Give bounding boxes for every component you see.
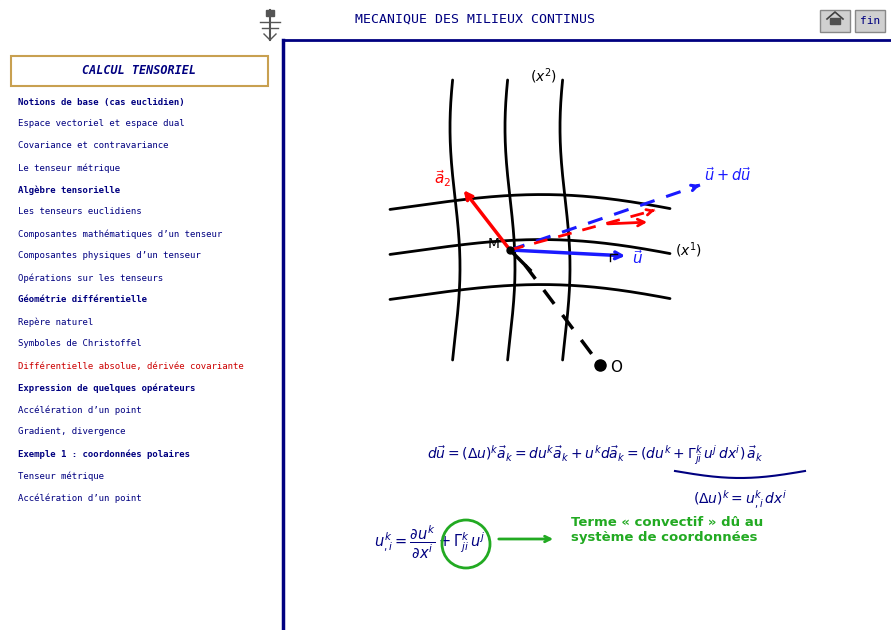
Text: MECANIQUE DES MILIEUX CONTINUS: MECANIQUE DES MILIEUX CONTINUS — [355, 13, 595, 25]
Text: Notions de base (cas euclidien): Notions de base (cas euclidien) — [18, 98, 184, 106]
Text: Algèbre tensorielle: Algèbre tensorielle — [18, 185, 120, 195]
Text: Accélération d’un point: Accélération d’un point — [18, 493, 142, 503]
Bar — [0, 40, 282, 630]
Text: Repère naturel: Repère naturel — [18, 318, 94, 327]
Bar — [0, 0, 891, 40]
Text: Les tenseurs euclidiens: Les tenseurs euclidiens — [18, 207, 142, 217]
Text: Accélération d’un point: Accélération d’un point — [18, 405, 142, 415]
Text: CALCUL TENSORIEL: CALCUL TENSORIEL — [82, 64, 196, 77]
Text: $\vec{u}$: $\vec{u}$ — [632, 249, 643, 267]
Text: Composantes mathématiques d’un tenseur: Composantes mathématiques d’un tenseur — [18, 229, 222, 239]
Text: Exemple 1 : coordonnées polaires: Exemple 1 : coordonnées polaires — [18, 449, 190, 459]
FancyBboxPatch shape — [855, 10, 885, 32]
FancyBboxPatch shape — [820, 10, 850, 32]
Text: Gradient, divergence: Gradient, divergence — [18, 428, 126, 437]
Text: fin: fin — [860, 16, 880, 26]
Text: $\vec{u}+d\vec{u}$: $\vec{u}+d\vec{u}$ — [704, 166, 751, 184]
Text: Symboles de Christoffel: Symboles de Christoffel — [18, 340, 142, 348]
Text: Espace vectoriel et espace dual: Espace vectoriel et espace dual — [18, 120, 184, 129]
Bar — [830, 18, 840, 24]
Text: O: O — [610, 360, 622, 374]
Bar — [266, 10, 274, 16]
Text: $u^k_{,i} = \dfrac{\partial u^k}{\partial x^i} + \Gamma^k_{ji}\, u^j$: $u^k_{,i} = \dfrac{\partial u^k}{\partia… — [374, 523, 486, 561]
Text: Différentielle absolue, dérivée covariante: Différentielle absolue, dérivée covarian… — [18, 362, 244, 370]
Text: $\vec{a}_2$: $\vec{a}_2$ — [434, 168, 451, 189]
Text: $d\vec{u} = (\Delta u)^k \vec{a}_k = du^k \vec{a}_k + u^k d\vec{a}_k= (du^k + \G: $d\vec{u} = (\Delta u)^k \vec{a}_k = du^… — [427, 443, 763, 467]
Text: $(x^1)$: $(x^1)$ — [675, 240, 702, 260]
Text: M: M — [488, 237, 500, 251]
Text: Covariance et contravariance: Covariance et contravariance — [18, 142, 168, 151]
Text: Expression de quelques opérateurs: Expression de quelques opérateurs — [18, 383, 195, 392]
Text: Composantes physiques d’un tenseur: Composantes physiques d’un tenseur — [18, 251, 200, 260]
FancyBboxPatch shape — [11, 56, 268, 86]
Bar — [284, 40, 891, 630]
Text: Tenseur métrique: Tenseur métrique — [18, 471, 104, 481]
Text: Opérations sur les tenseurs: Opérations sur les tenseurs — [18, 273, 163, 283]
Text: Géométrie différentielle: Géométrie différentielle — [18, 295, 147, 304]
Text: $(x^2)$: $(x^2)$ — [530, 67, 557, 86]
Text: Le tenseur métrique: Le tenseur métrique — [18, 163, 120, 173]
Text: Terme « convectif » dû au
système de coordonnées: Terme « convectif » dû au système de coo… — [571, 516, 764, 544]
Text: $(\Delta u)^k = u^k_{,i}\, dx^i$: $(\Delta u)^k = u^k_{,i}\, dx^i$ — [693, 489, 787, 512]
